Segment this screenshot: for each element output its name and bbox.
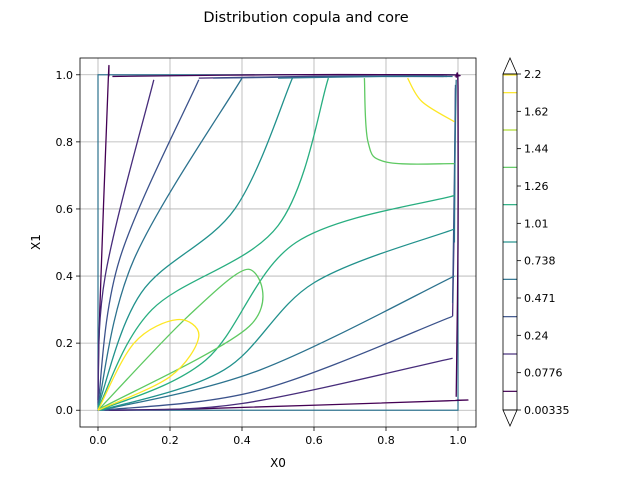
contour-line bbox=[97, 79, 155, 404]
contour-line bbox=[363, 78, 455, 165]
colorbar-tick-label: 1.01 bbox=[524, 217, 549, 230]
contour-line bbox=[97, 77, 243, 408]
contour-line bbox=[99, 194, 455, 411]
colorbar-extend-max bbox=[502, 57, 518, 75]
contour-line bbox=[101, 228, 455, 411]
contour-line bbox=[407, 77, 455, 123]
colorbar-frame bbox=[502, 73, 518, 411]
contour-line bbox=[97, 77, 293, 408]
contour-line bbox=[97, 79, 200, 406]
y-tick-label: 0.8 bbox=[56, 136, 74, 149]
contour-line bbox=[103, 315, 453, 411]
x-axis-label: X0 bbox=[270, 456, 286, 470]
colorbar-tick-label: 1.26 bbox=[524, 180, 549, 193]
colorbar-tick-label: 1.44 bbox=[524, 143, 549, 156]
colorbar-extend-min bbox=[502, 409, 518, 427]
x-tick-label: 0.4 bbox=[233, 434, 251, 447]
contour-line bbox=[455, 72, 459, 397]
contour-line bbox=[112, 73, 461, 78]
chart-title: Distribution copula and core bbox=[203, 10, 408, 26]
y-tick-label: 1.0 bbox=[56, 69, 74, 82]
x-tick-label: 0.2 bbox=[161, 434, 179, 447]
colorbar-tick-label: 0.0776 bbox=[524, 367, 563, 380]
colorbar: 0.00335 0.0776 0.24 0.471 0.738 1.01 1.26 1.44 1… bbox=[502, 57, 570, 427]
colorbar-tick-label: 2.2 bbox=[524, 68, 542, 81]
y-axis: 0.0 0.2 0.4 0.6 0.8 1.0 bbox=[56, 69, 80, 417]
colorbar-tick-label: 0.00335 bbox=[524, 404, 570, 417]
contour-line bbox=[97, 318, 200, 411]
contour-line bbox=[97, 77, 330, 409]
contour-line bbox=[105, 357, 453, 411]
plot-area bbox=[79, 57, 477, 428]
colorbar-tick-label: 1.62 bbox=[524, 105, 549, 118]
contour-line bbox=[453, 79, 457, 243]
y-axis-label: X1 bbox=[29, 234, 43, 250]
x-tick-label: 0.8 bbox=[377, 434, 395, 447]
x-axis: 0.0 0.2 0.4 0.6 0.8 1.0 bbox=[89, 427, 467, 447]
y-tick-label: 0.0 bbox=[56, 404, 74, 417]
axes-frame bbox=[79, 57, 477, 428]
contour-line bbox=[277, 75, 453, 79]
y-tick-label: 0.2 bbox=[56, 337, 74, 350]
colorbar-tick-label: 0.24 bbox=[524, 329, 549, 342]
colorbar-tick-label: 0.471 bbox=[524, 292, 556, 305]
y-tick-label: 0.4 bbox=[56, 270, 74, 283]
contour-boundary bbox=[97, 74, 459, 411]
x-tick-label: 0.0 bbox=[89, 434, 107, 447]
x-tick-label: 0.6 bbox=[305, 434, 323, 447]
contour-line bbox=[98, 268, 264, 410]
contour-line bbox=[101, 275, 455, 411]
colorbar-tick-label: 0.738 bbox=[524, 255, 556, 268]
x-tick-label: 1.0 bbox=[449, 434, 467, 447]
y-tick-label: 0.6 bbox=[56, 203, 74, 216]
